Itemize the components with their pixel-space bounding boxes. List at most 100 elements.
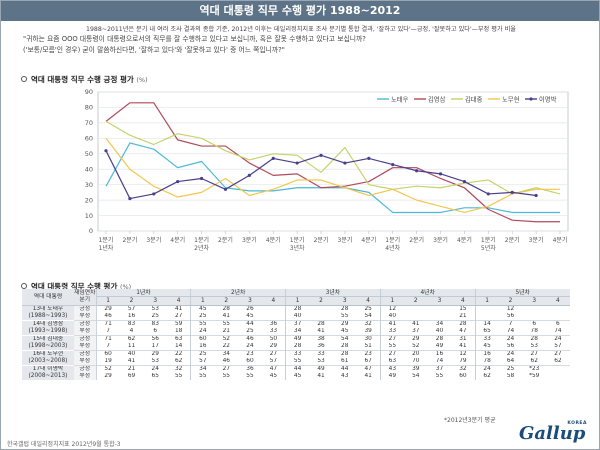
table-cell: 78 (474, 357, 499, 365)
x-tick-label: 3분기 (146, 236, 161, 244)
table-cell: 46 (95, 312, 120, 320)
table-cell: 40 (379, 312, 404, 320)
table-cell: 56 (506, 312, 515, 319)
table-cell: 49 (379, 372, 404, 380)
table-row: 15대 김대중 (1998~2003) 긍정 71 62 56 63 60 52 46 50 49 38… (22, 334, 570, 351)
table-cell: 65 (151, 373, 159, 380)
table-cell: 18 (174, 327, 183, 334)
x-tick-label: 2분기 (218, 236, 233, 244)
legend-label: 노무현 (502, 95, 520, 103)
table-cell: 6 (522, 319, 547, 328)
table-cell: 41 (364, 373, 372, 380)
x-tick-label: 1분기 (481, 236, 496, 244)
bullet-icon (21, 76, 27, 82)
y-tick-label: 10 (85, 212, 93, 220)
table-cell: 27 (379, 334, 404, 343)
table-cell: 36 (261, 319, 286, 328)
table-cell: 34 (285, 327, 310, 335)
table-header-year: 4년차 (379, 289, 475, 298)
table-cell (522, 313, 546, 321)
table-row: 부정 46 16 25 27 25 41 45 40 55 54 40 21 56 (22, 312, 570, 321)
table-cell: 34 (427, 319, 452, 328)
table-header-quarter-num: 2 (403, 296, 428, 306)
series-point (367, 156, 371, 161)
x-tick-label: 4분기 (170, 236, 185, 244)
table-cell: 62 (554, 357, 562, 364)
table-header-year: 5년차 (474, 289, 570, 298)
table-cell: 14 (174, 342, 183, 349)
table-cell: 27 (546, 349, 570, 358)
table-cell: 26 (238, 304, 262, 313)
gallup-logo: KOREA Gallup (519, 421, 589, 447)
table-cell: 65 (474, 327, 499, 335)
table-cell: 37 (412, 327, 420, 334)
table-cell: 43 (379, 364, 404, 373)
table-cell: 71 (95, 334, 120, 343)
series-point (295, 161, 299, 165)
table-cell: 41 (379, 319, 404, 328)
table-cell: 69 (127, 373, 136, 380)
table-cell: 33 (309, 349, 333, 358)
x-tick-label: 2분기 (505, 236, 520, 244)
president-cell: 13대 노태우 (1988~1993) (22, 304, 74, 321)
series-line-4 (105, 137, 560, 214)
table-cell: 24 (246, 342, 254, 349)
table-cell: 63 (167, 334, 191, 343)
table-cell: 54 (412, 373, 420, 380)
rating-type-label: 부정 (74, 342, 97, 350)
x-tick-label: 4분기 (553, 236, 568, 244)
table-cell (403, 304, 428, 313)
table-cell: 57 (119, 304, 144, 313)
table-cell (428, 313, 452, 321)
table-cell: *23 (522, 364, 547, 373)
table-cell: 55 (341, 312, 349, 319)
table-cell: 29 (95, 372, 120, 380)
table-row: 부정 29 69 65 55 55 55 55 45 45 41 43 41 49 54 55 60 62 58 *5… (22, 372, 570, 380)
table-cell: 60 (246, 357, 254, 364)
question-line-2: ('보통/모름'인 경우) 굳이 말씀하신다면, '잘하고 있다'와 '잘못하고… (23, 46, 285, 54)
table-row: 부정 19 41 53 62 57 46 60 57 55 53 61 67 63 70 74 79 78 64 62… (22, 357, 570, 365)
table-cell: 41 (317, 327, 325, 334)
legend-label: 김영삼 (428, 94, 446, 103)
table-header-president: 역대 대통령 (22, 289, 74, 306)
table-cell: 28 (522, 334, 547, 343)
rating-type-label: 긍정 (74, 349, 97, 358)
table-cell: 55 (174, 373, 183, 380)
footnote: *2012년3분기 평균 (444, 417, 496, 424)
table-cell: 20 (403, 349, 428, 358)
legend-label: 이명박 (539, 94, 557, 103)
series-line-2 (105, 102, 560, 223)
series-point (391, 162, 395, 167)
rating-type-label: 부정 (74, 372, 97, 380)
table-cell: 55 (214, 319, 239, 328)
table-cell: 40 (285, 312, 310, 320)
table-cell (261, 304, 286, 313)
legend-label: 노태우 (391, 95, 409, 103)
table-cell: 55 (246, 373, 254, 380)
question-line-1: "귀하는 요즘 OOO 대통령이 대통령으로서의 직무를 잘 수행하고 있다고 … (23, 35, 366, 43)
table-header-quarter-num: 2 (119, 296, 144, 306)
table-cell: 74 (554, 327, 562, 334)
table-header-quarter-num: 4 (451, 296, 475, 306)
table-cell: 27 (261, 349, 286, 358)
table-cell: 25 (151, 312, 159, 319)
table-header-quarter-num: 1 (285, 296, 310, 306)
series-point (104, 149, 108, 153)
series-point (223, 187, 228, 191)
table-cell: 45 (246, 312, 254, 319)
table-header-quarter-num: 3 (332, 296, 357, 306)
table-cell: 6 (546, 319, 570, 328)
table-cell: 22 (222, 342, 230, 349)
table-cell: 71 (95, 319, 120, 328)
series-point (343, 161, 347, 165)
table-cell: 60 (190, 334, 215, 343)
table-cell: 83 (143, 319, 168, 328)
table-cell: 28 (332, 349, 357, 358)
table-cell: 55 (379, 342, 404, 350)
table-cell: 64 (506, 357, 515, 364)
table-cell: 41 (127, 357, 136, 364)
x-year-label: 4년차 (385, 244, 400, 252)
table-cell: 53 (530, 342, 538, 349)
table-cell: 15 (451, 304, 475, 313)
table-header-quarter-num: 4 (546, 296, 570, 306)
